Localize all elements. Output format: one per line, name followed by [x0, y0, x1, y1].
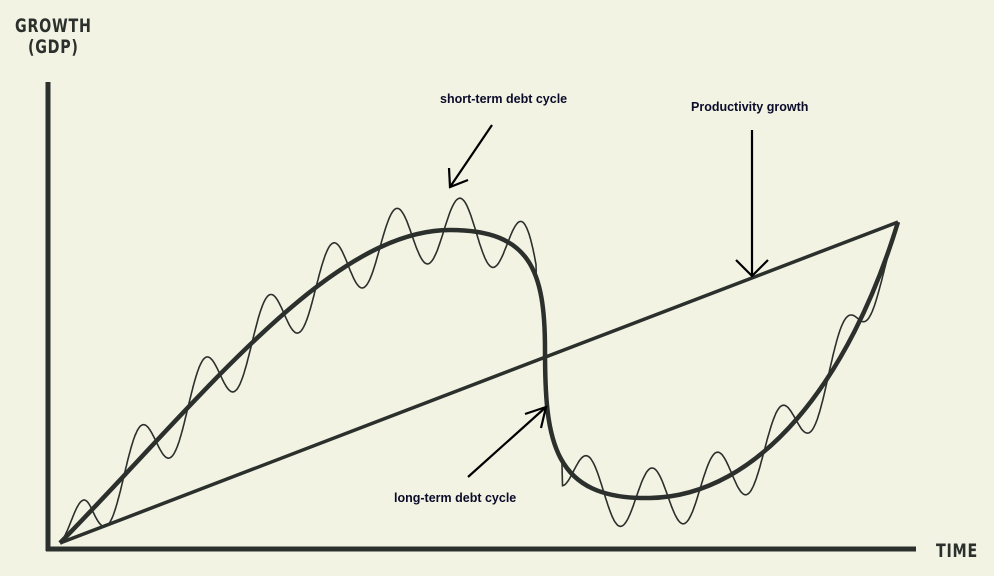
productivity-growth-line	[59, 220, 899, 545]
productivity-label: Productivity growth	[691, 100, 809, 114]
y-axis-title: GROWTH (GDP)	[15, 16, 92, 58]
long-term-arrow	[467, 405, 548, 478]
productivity-arrow	[735, 130, 769, 278]
y-axis-title-line1: GROWTH	[15, 15, 92, 37]
long-term-label: long-term debt cycle	[394, 491, 517, 505]
short-term-arrow	[447, 124, 493, 189]
x-axis-title: TIME	[936, 540, 978, 562]
y-axis-title-line2: (GDP)	[27, 36, 79, 58]
short-term-debt-cycle-curve	[59, 197, 899, 544]
short-term-label: short-term debt cycle	[440, 92, 568, 106]
